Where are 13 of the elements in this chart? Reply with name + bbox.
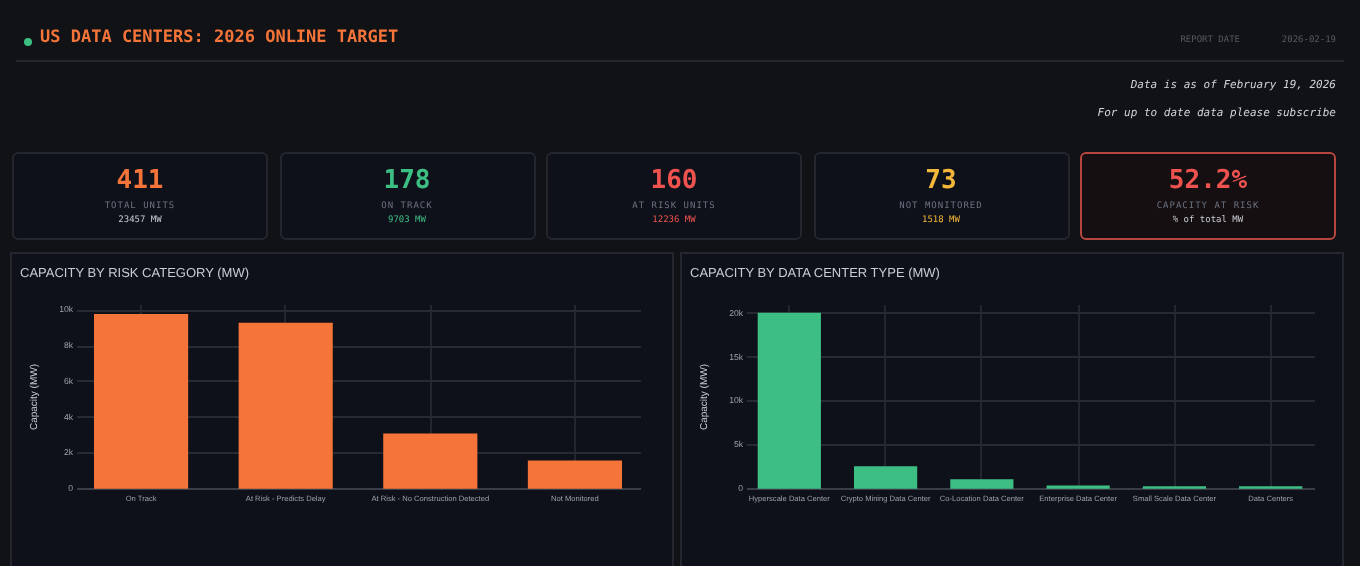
- text: 178: [381, 166, 433, 196]
- text: 411: [114, 166, 166, 196]
- bar: [94, 313, 189, 489]
- bar: [853, 466, 918, 489]
- bar: [757, 312, 821, 489]
- text: 52.2%: [1166, 166, 1250, 196]
- text: 160: [648, 166, 700, 196]
- bar: [383, 433, 478, 489]
- text: US DATA CENTERS: 2026 ONLINE TARGET: [40, 28, 399, 48]
- bar: [238, 322, 333, 489]
- text: 73: [923, 166, 959, 196]
- bar: [527, 460, 622, 489]
- bar: [950, 479, 1014, 489]
